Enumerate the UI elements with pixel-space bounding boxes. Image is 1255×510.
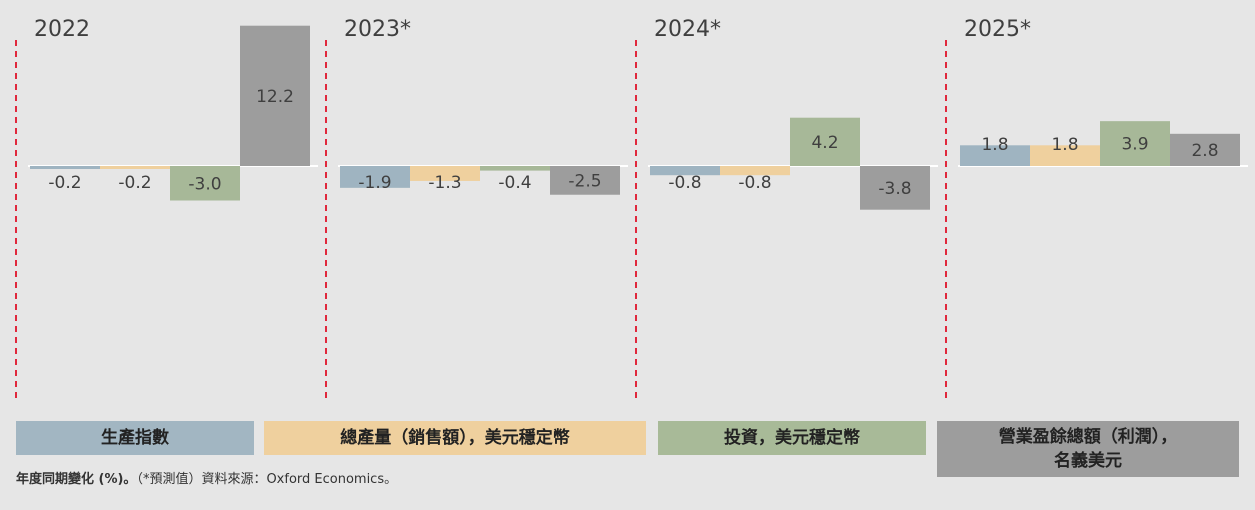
bar-1-2 xyxy=(480,166,550,171)
legend-label: 投資，美元穩定幣 xyxy=(724,428,860,448)
value-label-0-3: 12.2 xyxy=(256,87,294,107)
bar-0-1 xyxy=(100,166,170,169)
legend-label-line2: 名義美元 xyxy=(1054,451,1122,471)
footnote-bold: 年度同期變化 (%)。 xyxy=(16,472,137,487)
value-label-1-1: -1.3 xyxy=(428,173,461,193)
footnote: 年度同期變化 (%)。（*預測值）資料來源：Oxford Economics。 xyxy=(16,468,397,487)
footnote-source: （*預測值）資料來源：Oxford Economics。 xyxy=(136,472,398,487)
legend-item-production-index: 生產指數 xyxy=(16,421,254,455)
value-label-3-1: 1.8 xyxy=(1051,135,1078,155)
value-label-2-3: -3.8 xyxy=(878,179,911,199)
value-label-3-0: 1.8 xyxy=(981,135,1008,155)
bar-1-0 xyxy=(340,166,410,188)
bar-3-3 xyxy=(1170,133,1240,166)
value-label-0-0: -0.2 xyxy=(48,173,81,193)
bar-0-0 xyxy=(30,166,100,169)
value-label-1-2: -0.4 xyxy=(498,173,531,193)
bar-2-1 xyxy=(720,166,790,176)
legend-label: 生產指數 xyxy=(101,428,169,448)
year-label-2: 2024* xyxy=(654,17,721,42)
value-label-3-3: 2.8 xyxy=(1191,141,1218,161)
bar-3-1 xyxy=(1030,145,1100,166)
bar-2-2 xyxy=(790,117,860,166)
bar-2-3 xyxy=(860,166,930,210)
value-label-1-0: -1.9 xyxy=(358,173,391,193)
value-label-0-1: -0.2 xyxy=(118,173,151,193)
year-label-3: 2025* xyxy=(964,17,1031,42)
legend-label-line1: 營業盈餘總額（利潤）， xyxy=(998,427,1178,447)
bar-1-3 xyxy=(550,166,620,195)
legend-item-total-output: 總產量（銷售額），美元穩定幣 xyxy=(264,421,646,455)
year-label-1: 2023* xyxy=(344,17,411,42)
value-label-0-2: -3.0 xyxy=(188,174,221,194)
bar-1-1 xyxy=(410,166,480,181)
value-label-1-3: -2.5 xyxy=(568,171,601,191)
value-label-3-2: 3.9 xyxy=(1121,135,1148,155)
bar-3-2 xyxy=(1100,121,1170,166)
value-label-2-2: 4.2 xyxy=(811,133,838,153)
bar-2-0 xyxy=(650,166,720,176)
legend-item-investment: 投資，美元穩定幣 xyxy=(658,421,926,455)
value-label-2-0: -0.8 xyxy=(668,173,701,193)
year-label-0: 2022 xyxy=(34,17,90,42)
value-label-2-1: -0.8 xyxy=(738,173,771,193)
bar-0-2 xyxy=(170,166,240,201)
legend-label: 總產量（銷售額），美元穩定幣 xyxy=(340,428,570,448)
bar-chart: 2022 2023* 2024* 2025* -0.2 -1.9 -0.8 1.8 -0.2 -1… xyxy=(15,17,1248,398)
bar-0-3 xyxy=(240,25,310,167)
legend-item-operating-surplus: 營業盈餘總額（利潤）， 名義美元 xyxy=(937,421,1239,477)
bar-3-0 xyxy=(960,145,1030,166)
